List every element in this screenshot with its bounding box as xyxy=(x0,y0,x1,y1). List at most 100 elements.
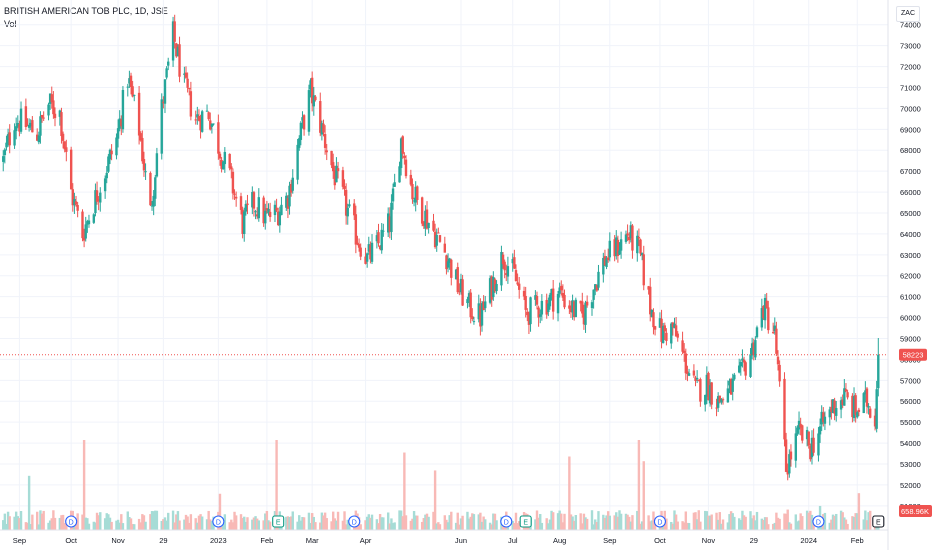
candle-body xyxy=(493,279,497,292)
candle-body xyxy=(348,204,351,207)
candle-body xyxy=(73,198,76,206)
volume-bar xyxy=(844,519,848,530)
candle-body xyxy=(39,116,42,136)
event-marker-d[interactable]: D xyxy=(212,515,225,528)
volume-bar xyxy=(13,516,16,530)
candle-body xyxy=(726,388,730,403)
event-marker-label: E xyxy=(276,520,281,527)
volume-bar xyxy=(856,513,859,530)
candle-body xyxy=(869,408,872,418)
candle-body xyxy=(149,172,152,206)
candle-body xyxy=(344,189,348,216)
volume-bar xyxy=(142,515,146,530)
volume-bar xyxy=(488,522,492,530)
volume-bar xyxy=(416,515,419,530)
candle-body xyxy=(390,202,393,233)
event-marker-e[interactable]: E xyxy=(872,515,885,528)
volume-bar xyxy=(539,514,542,530)
candle-body xyxy=(561,292,565,298)
candle-body xyxy=(19,108,23,132)
candle-body xyxy=(480,303,484,326)
x-tick-label: 29 xyxy=(750,536,758,545)
x-axis-ticks: Sep Oct Nov 29 2023 Feb Mar Apr Jun Jul Aug Sep Oct N… xyxy=(13,536,864,545)
volume-bar xyxy=(194,518,197,530)
event-marker-e[interactable]: E xyxy=(272,515,285,528)
y-tick-label: 66000 xyxy=(900,188,921,197)
candle-body xyxy=(665,332,668,341)
candle-body xyxy=(194,119,197,121)
candle-body xyxy=(786,470,789,475)
candle-body xyxy=(424,210,427,229)
candle-body xyxy=(595,284,599,291)
candle-body xyxy=(163,79,167,104)
volume-bar xyxy=(594,519,597,530)
volume-bar xyxy=(535,510,539,530)
currency-unit-button[interactable]: ZAC xyxy=(896,6,920,22)
volume-bar xyxy=(775,512,778,530)
candle-body xyxy=(241,209,244,234)
volume-bar xyxy=(697,510,700,530)
candle-body xyxy=(178,44,181,77)
volume-bar xyxy=(50,518,53,530)
candle-body xyxy=(461,279,464,306)
candle-body xyxy=(697,379,700,381)
symbol-title: BRITISH AMERICAN TOB PLC, 1D, JSE xyxy=(4,6,168,16)
volume-bar xyxy=(823,512,827,530)
volume-bar xyxy=(5,523,8,530)
volume-bar xyxy=(830,519,833,530)
y-tick-label: 65000 xyxy=(900,209,921,218)
candle-body xyxy=(118,118,121,129)
volume-bar xyxy=(820,523,823,530)
event-marker-d[interactable]: D xyxy=(65,515,78,528)
event-marker-label: E xyxy=(523,520,528,527)
volume-bar xyxy=(60,515,63,530)
candle-body xyxy=(704,394,707,405)
volume-bar xyxy=(461,515,464,530)
candle-body xyxy=(365,253,369,262)
volume-bar xyxy=(760,518,764,530)
candle-body xyxy=(285,195,288,208)
candle-body xyxy=(150,205,154,207)
candle-body xyxy=(488,278,492,303)
event-marker-d[interactable]: D xyxy=(812,515,825,528)
volume-bar xyxy=(579,513,582,530)
volume-bar xyxy=(165,520,168,530)
candle-body xyxy=(76,205,79,211)
volume-bar xyxy=(243,516,246,530)
volume-bar xyxy=(828,522,831,530)
volume-bar xyxy=(776,517,780,530)
candle-body xyxy=(763,297,767,321)
candle-body xyxy=(650,309,654,317)
volume-bar xyxy=(783,513,786,530)
volume-bar xyxy=(752,515,755,530)
event-marker-d[interactable]: D xyxy=(500,515,513,528)
event-marker-e[interactable]: E xyxy=(519,515,532,528)
candle-body xyxy=(288,185,291,207)
volume-bar xyxy=(833,515,836,530)
volume-bar xyxy=(120,514,123,530)
volume-bar xyxy=(640,521,644,530)
x-tick-label: Nov xyxy=(111,536,125,545)
y-tick-label: 57000 xyxy=(900,376,921,385)
candle-body xyxy=(687,373,691,376)
candle-body xyxy=(2,156,5,162)
volume-bar xyxy=(149,514,152,530)
volume-bar xyxy=(835,513,838,530)
candle-body xyxy=(571,300,574,313)
volume-bar xyxy=(257,520,260,530)
volume-bar xyxy=(707,515,710,530)
event-marker-d[interactable]: D xyxy=(348,515,361,528)
candle-body xyxy=(513,257,516,269)
volume-bar xyxy=(154,510,157,530)
volume-bar xyxy=(459,518,463,530)
candle-body xyxy=(616,239,620,256)
candle-body xyxy=(682,350,686,353)
candle-body xyxy=(432,220,435,231)
candle-body xyxy=(264,210,267,224)
candle-body xyxy=(590,302,594,309)
volume-bar xyxy=(603,517,607,530)
event-marker-d[interactable]: D xyxy=(653,515,666,528)
volume-bar xyxy=(597,511,600,530)
